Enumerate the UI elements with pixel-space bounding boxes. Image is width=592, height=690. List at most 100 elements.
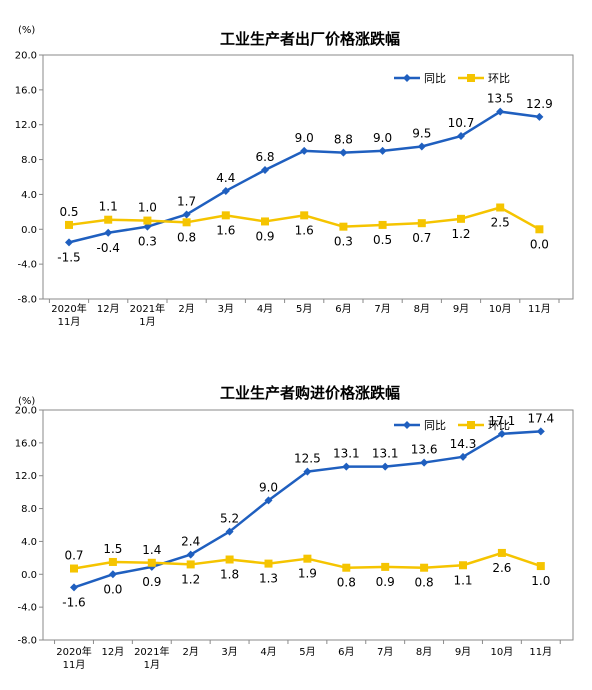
chart-2-data-label-tongbi: 12.5 bbox=[294, 452, 321, 466]
chart-1-x-tick-label: 2月 bbox=[178, 303, 194, 315]
chart-2-point-tongbi bbox=[70, 583, 78, 592]
chart-1-data-label-tongbi: 13.5 bbox=[487, 92, 514, 106]
chart-1-data-label-huanbi: 1.6 bbox=[216, 223, 235, 237]
chart-1-point-tongbi bbox=[417, 142, 426, 151]
chart-2-data-label-huanbi: 1.4 bbox=[142, 543, 161, 557]
chart-2-x-tick-label: 2020年 bbox=[56, 645, 91, 658]
chart-1-legend-marker-tongbi bbox=[403, 74, 411, 82]
chart-2-y-tick-label: 20.0 bbox=[15, 406, 37, 417]
chart-1-data-label-huanbi: 0.5 bbox=[373, 233, 392, 247]
chart-1-point-tongbi bbox=[300, 146, 309, 155]
chart-2-point-huanbi bbox=[381, 562, 390, 571]
chart-2-data-label-tongbi: 5.2 bbox=[220, 512, 239, 526]
chart-1-data-label-tongbi: 8.8 bbox=[334, 133, 353, 147]
chart-2-legend-label-tongbi: 同比 bbox=[424, 419, 446, 432]
chart-2-y-tick-label: 8.0 bbox=[21, 504, 37, 515]
chart-2-point-huanbi bbox=[70, 564, 78, 573]
chart-2-x-tick-label: 9月 bbox=[455, 646, 471, 658]
chart-2-y-tick-label: -4.0 bbox=[17, 603, 37, 614]
chart-2-x-tick-label: 11月 bbox=[63, 659, 86, 671]
chart-2-point-huanbi bbox=[264, 559, 273, 568]
chart-2-data-label-tongbi: -1.6 bbox=[62, 595, 85, 609]
chart-2-point-tongbi bbox=[264, 496, 273, 505]
chart-1-point-huanbi bbox=[535, 225, 544, 234]
chart-2-x-tick-label: 12月 bbox=[102, 646, 125, 658]
chart-2-x-tick-label: 8月 bbox=[416, 646, 432, 658]
chart-1-point-huanbi bbox=[300, 211, 309, 220]
chart-2-legend-label-huanbi: 环比 bbox=[488, 419, 510, 432]
chart-2-data-label-huanbi: 0.9 bbox=[376, 575, 395, 589]
chart-2-point-tongbi bbox=[225, 527, 234, 536]
chart-2-data-label-huanbi: 1.3 bbox=[259, 572, 278, 586]
chart-2-point-tongbi bbox=[342, 462, 351, 471]
chart-2-point-tongbi bbox=[381, 462, 390, 471]
chart-2-x-tick-label: 5月 bbox=[299, 646, 315, 658]
chart-1: 工业生产者出厂价格涨跌幅 (%) 同比 环比 -8.0 -4.0 0.0 4.0 8.0… bbox=[15, 25, 574, 328]
chart-1-point-tongbi bbox=[65, 238, 73, 247]
chart-2-data-label-huanbi: 0.7 bbox=[64, 549, 83, 563]
chart-1-data-label-huanbi: 1.1 bbox=[99, 200, 118, 214]
chart-1-title: 工业生产者出厂价格涨跌幅 bbox=[220, 30, 400, 48]
chart-1-x-tick-label: 9月 bbox=[453, 303, 469, 315]
chart-1-data-label-huanbi: 1.2 bbox=[451, 227, 470, 241]
chart-1-x-tick-label: 2021年 bbox=[130, 302, 165, 315]
chart-1-y-tick-label: -4.0 bbox=[17, 260, 37, 271]
chart-2-data-label-huanbi: 1.1 bbox=[453, 573, 472, 587]
chart-2-data-label-tongbi: 13.6 bbox=[411, 443, 438, 457]
chart-2-data-label-tongbi: 14.3 bbox=[450, 437, 477, 451]
chart-1-x-tick-label: 1月 bbox=[139, 316, 155, 328]
chart-2-point-huanbi bbox=[536, 562, 545, 571]
chart-2-y-tick-label: 12.0 bbox=[15, 471, 37, 482]
chart-1-data-label-huanbi: 0.9 bbox=[255, 229, 274, 243]
chart-2-point-huanbi bbox=[147, 558, 156, 567]
chart-1-point-huanbi bbox=[339, 222, 348, 231]
chart-1-data-label-tongbi: 9.0 bbox=[373, 131, 392, 145]
chart-1-data-label-tongbi: 6.8 bbox=[255, 150, 274, 164]
chart-2-data-label-huanbi: 1.9 bbox=[298, 567, 317, 581]
chart-2-x-tick-label: 7月 bbox=[377, 646, 393, 658]
chart-1-data-label-tongbi: 4.4 bbox=[216, 171, 235, 185]
chart-2-legend-marker-tongbi bbox=[403, 421, 411, 429]
chart-2-x-tick-label: 6月 bbox=[338, 646, 354, 658]
chart-1-data-label-huanbi: 2.5 bbox=[491, 216, 510, 230]
chart-2-data-label-huanbi: 2.6 bbox=[492, 561, 511, 575]
chart-1-legend-label-tongbi: 同比 bbox=[424, 72, 446, 85]
chart-2-x-tick-label: 1月 bbox=[144, 659, 160, 671]
chart-1-y-tick-label: 20.0 bbox=[15, 51, 37, 62]
chart-2-data-label-tongbi: 17.1 bbox=[489, 414, 516, 428]
chart-2-x-tick-label: 4月 bbox=[260, 646, 276, 658]
chart-2-title: 工业生产者购进价格涨跌幅 bbox=[220, 384, 400, 402]
chart-1-point-tongbi bbox=[143, 222, 152, 231]
chart-1-y-axis: -8.0 -4.0 0.0 4.0 8.0 12.0 16.0 20.0 bbox=[15, 51, 43, 306]
chart-2-point-huanbi bbox=[497, 548, 506, 557]
chart-2-data-label-huanbi: 1.2 bbox=[181, 572, 200, 586]
chart-1-data-label-tongbi: 12.9 bbox=[526, 97, 553, 111]
chart-1-x-tick-label: 3月 bbox=[218, 303, 234, 315]
chart-1-point-tongbi bbox=[378, 146, 387, 155]
chart-2-point-huanbi bbox=[420, 563, 429, 572]
chart-1-series: -1.5 -0.4 0.3 1.7 4.4 6.8 9.0 8.8 9.0 9.5 10.7 13.5… bbox=[57, 92, 552, 265]
chart-1-data-label-huanbi: 0.7 bbox=[412, 231, 431, 245]
chart-1-x-tick-label: 12月 bbox=[97, 303, 120, 315]
chart-1-point-huanbi bbox=[182, 218, 191, 227]
chart-1-point-tongbi bbox=[182, 210, 191, 219]
chart-2-point-tongbi bbox=[108, 570, 117, 579]
chart-1-unit: (%) bbox=[18, 25, 35, 36]
chart-1-point-huanbi bbox=[143, 216, 152, 225]
chart-1-data-label-tongbi: 9.5 bbox=[412, 127, 431, 141]
chart-2-point-tongbi bbox=[186, 550, 195, 559]
chart-1-point-huanbi bbox=[417, 219, 426, 228]
chart-2-data-label-tongbi: 2.4 bbox=[181, 535, 200, 549]
chart-2-point-huanbi bbox=[225, 555, 234, 564]
chart-2-series: -1.6 0.0 0.9 2.4 5.2 9.0 12.5 13.1 13.1 13.6 14.3 1… bbox=[62, 411, 554, 609]
chart-1-data-label-tongbi: -1.5 bbox=[57, 250, 80, 264]
chart-2: 工业生产者购进价格涨跌幅 (%) 同比 环比 -8.0 -4.0 0.0 4.0 8.0… bbox=[15, 384, 574, 671]
chart-1-y-tick-label: 8.0 bbox=[21, 155, 37, 166]
chart-2-point-huanbi bbox=[108, 557, 117, 566]
chart-2-data-label-tongbi: 17.4 bbox=[527, 411, 554, 425]
chart-1-data-label-tongbi: 10.7 bbox=[448, 116, 475, 130]
chart-2-x-tick-label: 3月 bbox=[221, 646, 237, 658]
chart-1-y-tick-label: 0.0 bbox=[21, 225, 37, 236]
